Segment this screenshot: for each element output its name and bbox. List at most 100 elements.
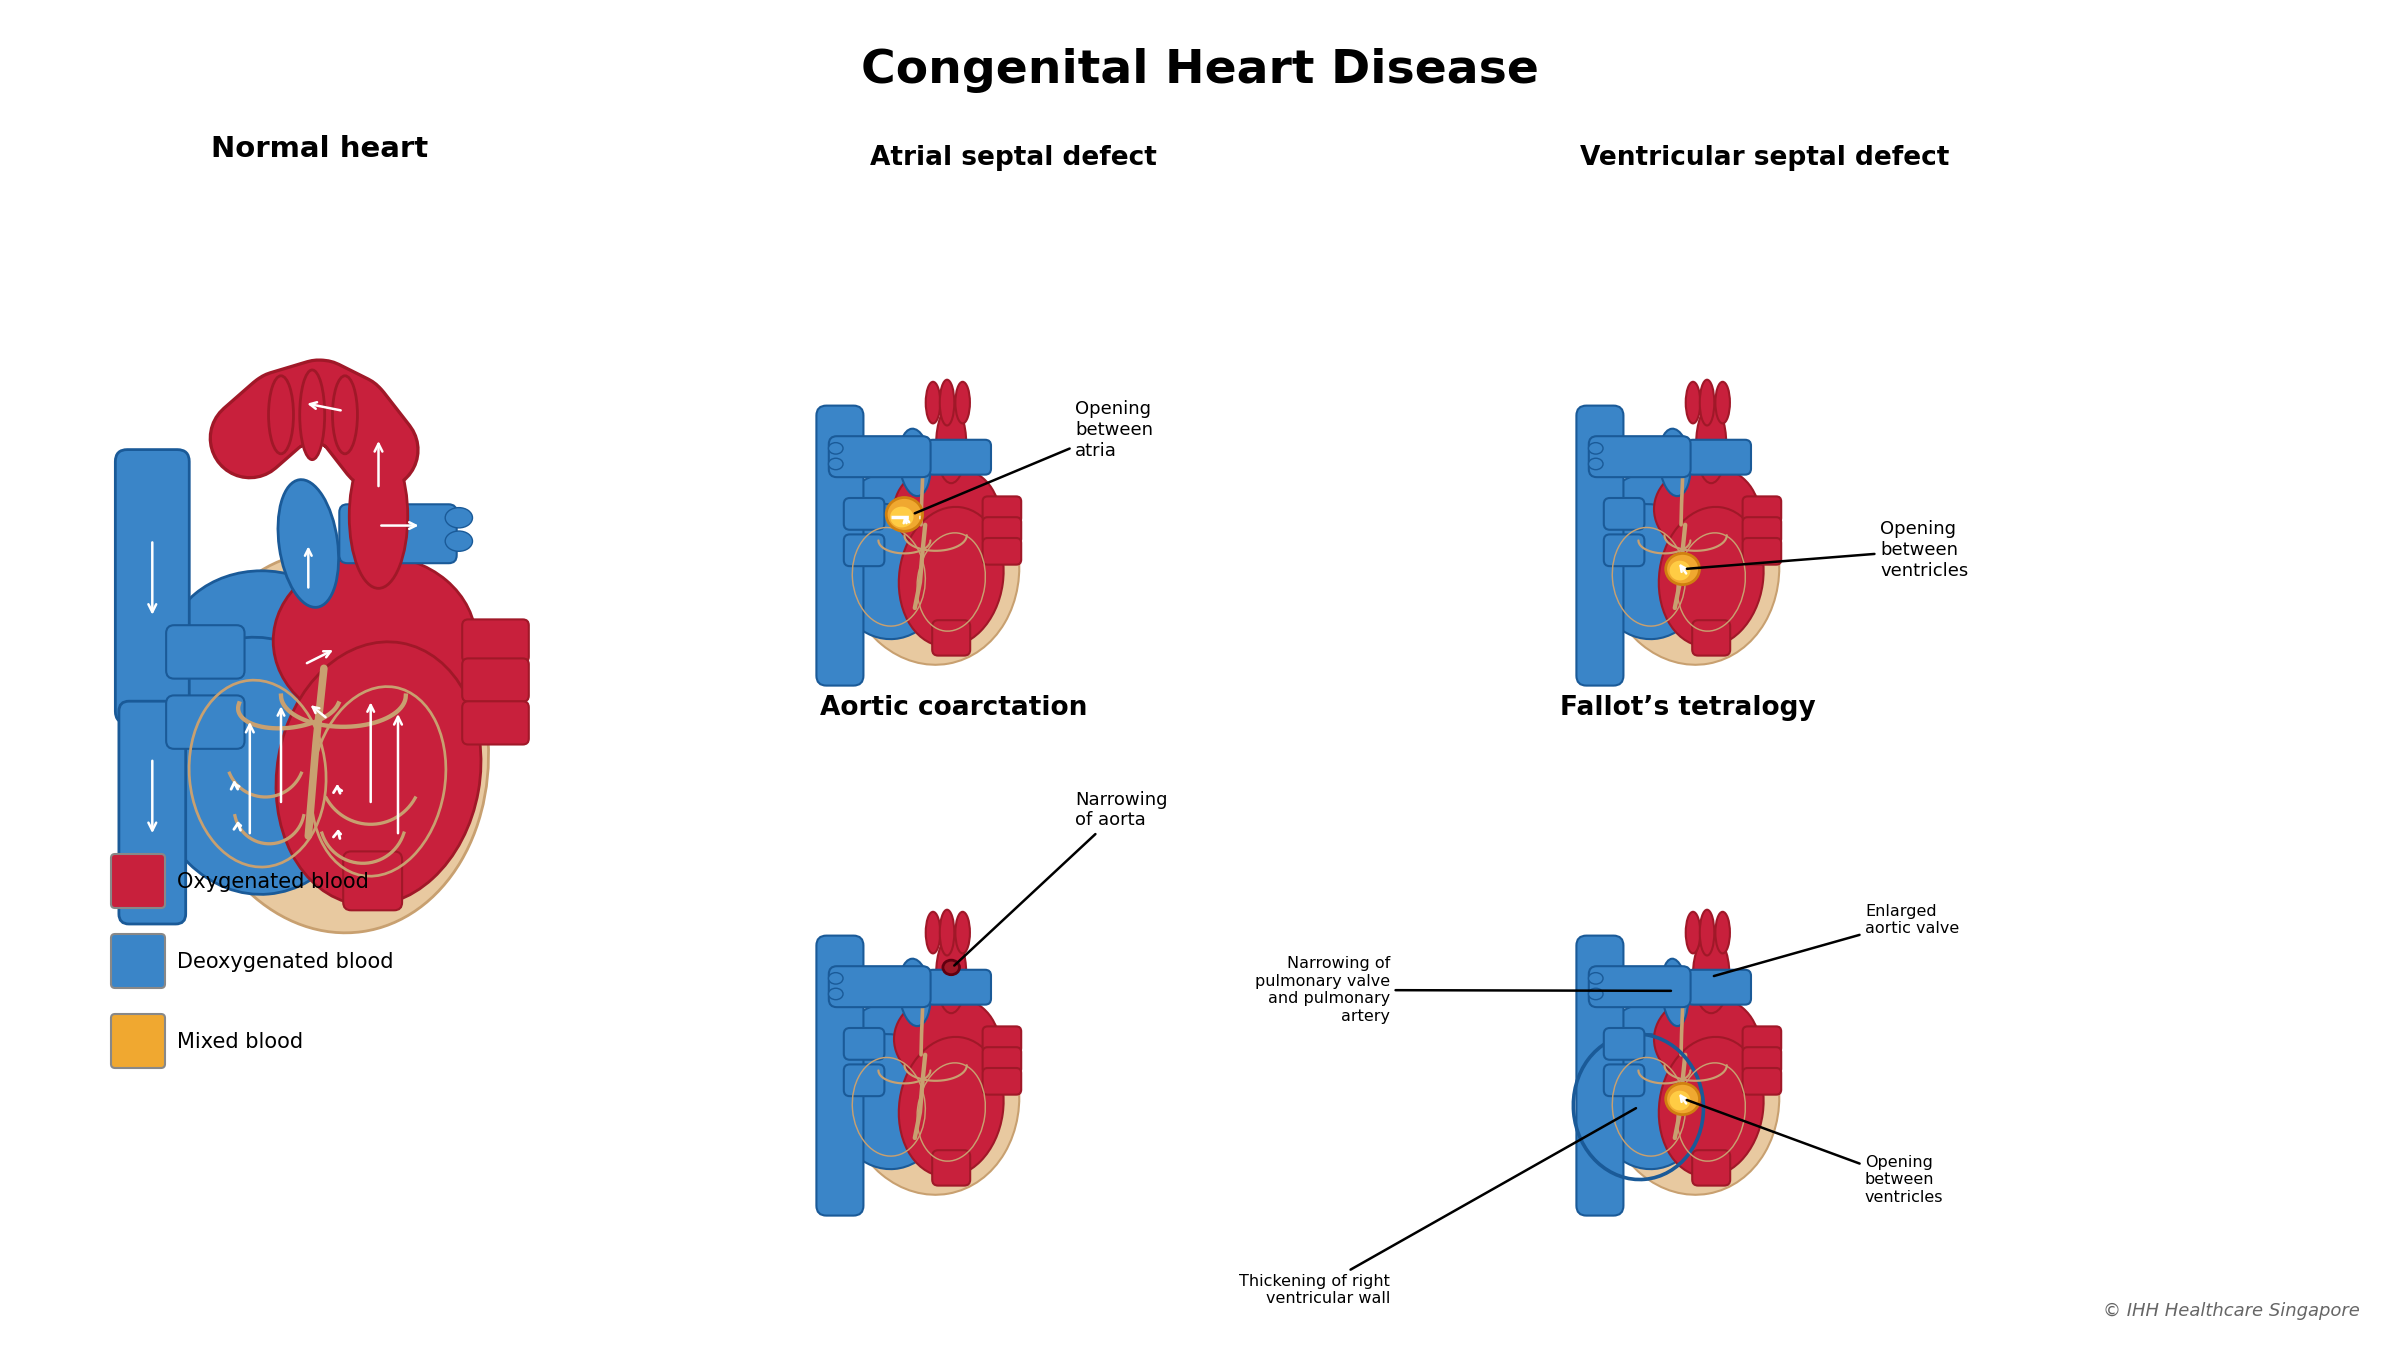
Ellipse shape	[1658, 506, 1764, 647]
FancyBboxPatch shape	[828, 967, 931, 1007]
Ellipse shape	[182, 552, 490, 933]
Ellipse shape	[1685, 911, 1699, 953]
FancyBboxPatch shape	[931, 620, 970, 656]
FancyBboxPatch shape	[1589, 967, 1690, 1007]
Ellipse shape	[828, 443, 842, 454]
Ellipse shape	[444, 531, 473, 551]
Ellipse shape	[828, 458, 842, 470]
Ellipse shape	[936, 405, 967, 483]
Text: Atrial septal defect: Atrial septal defect	[871, 144, 1157, 171]
FancyBboxPatch shape	[982, 1068, 1022, 1095]
Ellipse shape	[842, 988, 1020, 1195]
Ellipse shape	[900, 958, 931, 1026]
Ellipse shape	[842, 458, 1020, 664]
Ellipse shape	[955, 911, 970, 953]
Ellipse shape	[1589, 972, 1603, 984]
FancyBboxPatch shape	[828, 436, 931, 477]
Ellipse shape	[149, 637, 367, 894]
Ellipse shape	[1666, 554, 1699, 585]
FancyBboxPatch shape	[1577, 936, 1622, 1215]
FancyBboxPatch shape	[931, 1150, 970, 1185]
Text: Congenital Heart Disease: Congenital Heart Disease	[862, 49, 1538, 93]
FancyBboxPatch shape	[110, 855, 166, 909]
Ellipse shape	[943, 960, 960, 975]
FancyBboxPatch shape	[845, 1027, 883, 1060]
FancyBboxPatch shape	[1687, 969, 1752, 1004]
FancyBboxPatch shape	[1742, 1026, 1781, 1053]
FancyBboxPatch shape	[1742, 497, 1781, 522]
Ellipse shape	[893, 464, 998, 554]
Ellipse shape	[955, 382, 970, 424]
Ellipse shape	[278, 479, 338, 608]
Text: Fallot’s tetralogy: Fallot’s tetralogy	[1560, 695, 1817, 721]
Ellipse shape	[828, 988, 842, 1000]
Ellipse shape	[1601, 458, 1778, 664]
Ellipse shape	[886, 498, 922, 532]
Text: Narrowing of
pulmonary valve
and pulmonary
artery: Narrowing of pulmonary valve and pulmona…	[1255, 956, 1670, 1023]
Ellipse shape	[1654, 995, 1757, 1084]
Ellipse shape	[1697, 405, 1726, 483]
Ellipse shape	[842, 1003, 938, 1085]
Text: Opening
between
atria: Opening between atria	[914, 400, 1152, 513]
Ellipse shape	[900, 429, 931, 495]
Ellipse shape	[274, 555, 475, 726]
FancyBboxPatch shape	[845, 1064, 883, 1096]
Ellipse shape	[1661, 958, 1687, 1026]
Ellipse shape	[1692, 936, 1730, 1014]
Text: Opening
between
ventricles: Opening between ventricles	[1687, 1100, 1944, 1206]
Text: Opening
between
ventricles: Opening between ventricles	[1687, 520, 1968, 579]
FancyBboxPatch shape	[463, 620, 528, 663]
Ellipse shape	[1716, 911, 1730, 953]
Ellipse shape	[350, 444, 408, 589]
Ellipse shape	[936, 936, 967, 1014]
Ellipse shape	[1589, 458, 1603, 470]
Ellipse shape	[941, 910, 955, 956]
Ellipse shape	[276, 641, 480, 906]
Ellipse shape	[828, 972, 842, 984]
Text: Mixed blood: Mixed blood	[178, 1031, 302, 1052]
FancyBboxPatch shape	[982, 517, 1022, 544]
FancyBboxPatch shape	[338, 505, 456, 563]
Ellipse shape	[926, 382, 941, 424]
FancyBboxPatch shape	[166, 695, 245, 749]
FancyBboxPatch shape	[845, 535, 883, 566]
Ellipse shape	[444, 508, 473, 528]
Ellipse shape	[1654, 464, 1757, 554]
FancyBboxPatch shape	[115, 450, 190, 724]
Ellipse shape	[1716, 382, 1730, 424]
Text: Thickening of right
ventricular wall: Thickening of right ventricular wall	[1238, 1108, 1637, 1307]
Text: Narrowing
of aorta: Narrowing of aorta	[955, 791, 1166, 965]
FancyBboxPatch shape	[1577, 405, 1622, 686]
Ellipse shape	[334, 375, 358, 454]
FancyBboxPatch shape	[1742, 539, 1781, 564]
FancyBboxPatch shape	[1603, 1064, 1644, 1096]
Text: Normal heart: Normal heart	[211, 135, 430, 163]
FancyBboxPatch shape	[343, 852, 403, 910]
Ellipse shape	[941, 379, 955, 425]
Ellipse shape	[1589, 988, 1603, 1000]
Ellipse shape	[1670, 1091, 1690, 1111]
FancyBboxPatch shape	[982, 1048, 1022, 1073]
FancyBboxPatch shape	[110, 934, 166, 988]
FancyBboxPatch shape	[1742, 1068, 1781, 1095]
FancyBboxPatch shape	[1692, 1150, 1730, 1185]
Ellipse shape	[926, 911, 941, 953]
FancyBboxPatch shape	[166, 625, 245, 679]
Ellipse shape	[269, 375, 293, 454]
FancyBboxPatch shape	[982, 497, 1022, 522]
FancyBboxPatch shape	[1742, 1048, 1781, 1073]
FancyBboxPatch shape	[120, 701, 185, 923]
FancyBboxPatch shape	[926, 440, 991, 475]
Ellipse shape	[1670, 560, 1690, 580]
FancyBboxPatch shape	[926, 969, 991, 1004]
FancyBboxPatch shape	[1742, 517, 1781, 544]
FancyBboxPatch shape	[845, 498, 883, 529]
Ellipse shape	[1591, 504, 1706, 639]
FancyBboxPatch shape	[982, 1026, 1022, 1053]
Ellipse shape	[1685, 382, 1699, 424]
FancyBboxPatch shape	[816, 936, 864, 1215]
Ellipse shape	[1699, 910, 1714, 956]
Ellipse shape	[1658, 1037, 1764, 1177]
Ellipse shape	[830, 504, 946, 639]
Ellipse shape	[1591, 1034, 1706, 1169]
